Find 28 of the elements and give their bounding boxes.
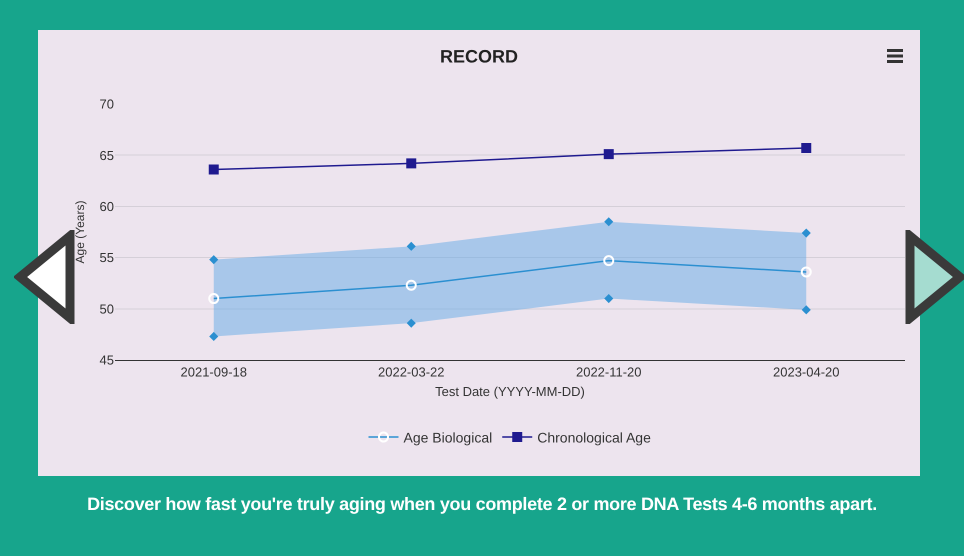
legend-label: Age Biological xyxy=(404,430,492,446)
x-axis-title: Test Date (YYYY-MM-DD) xyxy=(435,384,585,400)
legend-label: Chronological Age xyxy=(537,430,652,446)
y-tick-label: 50 xyxy=(100,301,114,316)
point xyxy=(604,294,614,304)
y-tick-label: 70 xyxy=(100,96,114,112)
x-tick-label: 2023-04-20 xyxy=(773,364,840,380)
y-tick-label: 55 xyxy=(100,250,114,266)
x-tick-label: 2022-11-20 xyxy=(576,364,642,380)
point xyxy=(604,149,614,160)
point xyxy=(406,242,416,251)
x-tick-label: 2022-03-22 xyxy=(378,364,444,380)
x-tick-label: 2021-09-18 xyxy=(180,364,247,380)
point xyxy=(802,305,811,314)
text: Discover how fast you're truly aging when you complete 2 or more DNA Tests 4-6 months apart. xyxy=(86,494,878,515)
point xyxy=(209,332,218,341)
point xyxy=(801,143,812,154)
point xyxy=(208,164,219,175)
y-axis-title: Age (Years) xyxy=(72,200,87,264)
y-tick-label: 60 xyxy=(100,198,114,214)
point xyxy=(406,158,416,168)
point xyxy=(209,255,218,264)
point xyxy=(802,228,811,238)
chart-title: RECORD xyxy=(440,46,518,67)
y-tick-label: 45 xyxy=(100,352,114,368)
y-tick-label: 65 xyxy=(100,148,114,163)
point xyxy=(604,217,614,226)
point xyxy=(406,318,416,328)
